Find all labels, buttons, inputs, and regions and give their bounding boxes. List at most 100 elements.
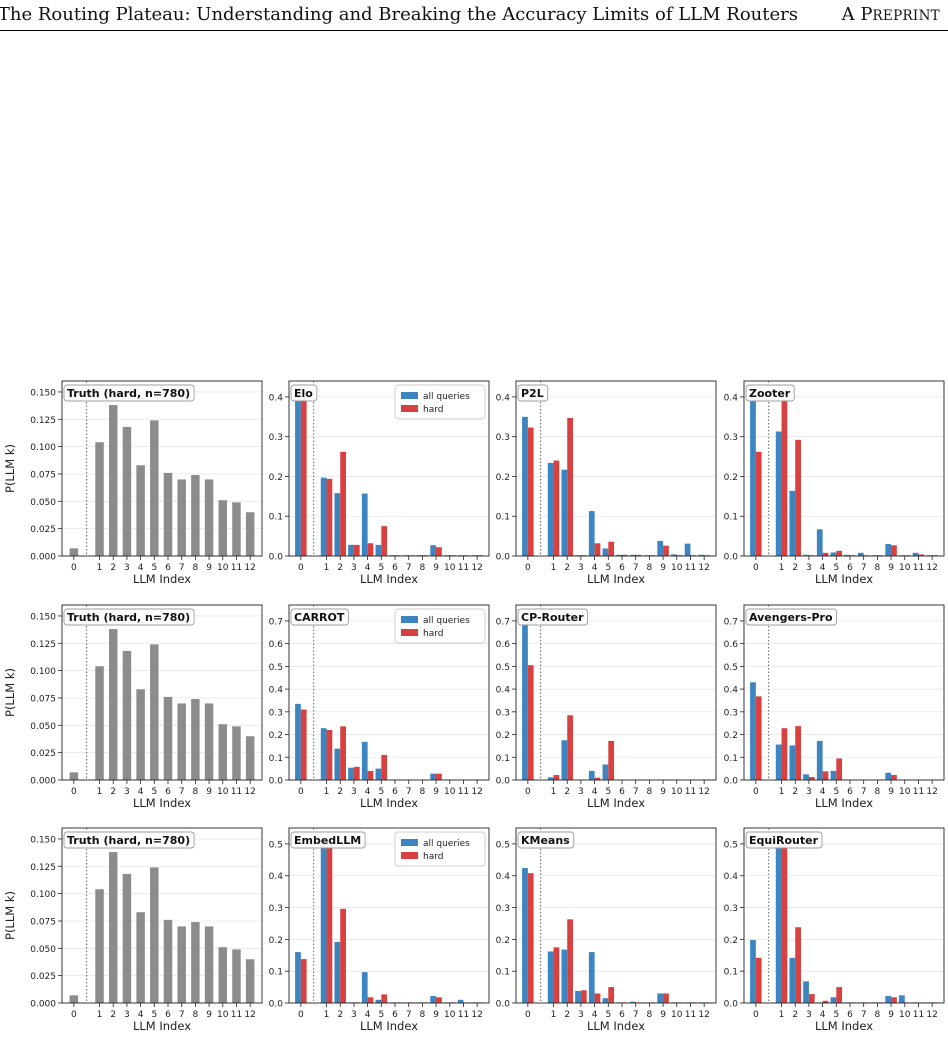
bar-hard: [822, 1000, 829, 1003]
bar-hard: [527, 427, 534, 556]
x-tick-label: 10: [444, 563, 456, 573]
bar-all-queries: [775, 744, 782, 780]
bar-hard: [381, 526, 388, 556]
bar-hard: [795, 439, 801, 556]
x-tick-label: 1: [779, 563, 785, 573]
x-tick-label: 7: [179, 563, 185, 573]
x-tick-label: 11: [458, 787, 469, 797]
y-tick-label: 0.1: [496, 513, 510, 523]
x-tick-label: 2: [110, 787, 116, 797]
bar-hard: [808, 777, 815, 780]
x-tick-label: 6: [619, 1010, 625, 1020]
x-tick-label: 12: [471, 787, 482, 797]
bar-hard: [300, 959, 307, 1003]
y-tick-label: 0.5: [269, 663, 283, 673]
x-tick-label: 10: [671, 1010, 683, 1020]
x-tick-label: 11: [231, 563, 242, 573]
x-tick-label: 5: [605, 1010, 611, 1020]
bar-all-queries: [602, 548, 609, 556]
x-tick-label: 10: [217, 563, 229, 573]
bar-all-queries: [375, 544, 382, 556]
x-tick-label: 4: [592, 1010, 598, 1020]
x-tick-label: 1: [324, 563, 330, 573]
x-tick-label: 1: [551, 563, 557, 573]
tag-a: A P: [841, 4, 873, 25]
bar-all-queries: [629, 554, 636, 556]
y-tick-label: 0.000: [30, 777, 56, 787]
y-tick-label: 0.4: [724, 686, 739, 696]
bar-hard: [367, 997, 374, 1003]
bar-truth: [150, 867, 159, 1003]
bar-all-queries: [803, 981, 809, 1003]
x-tick-label: 5: [833, 787, 839, 797]
bar-hard: [300, 709, 307, 780]
y-tick-label: 0.025: [30, 525, 56, 535]
bar-truth: [122, 650, 132, 780]
y-tick-label: 0.5: [496, 840, 510, 850]
x-tick-label: 8: [193, 787, 199, 797]
axes-frame: [288, 380, 490, 557]
x-tick-label: 9: [433, 1010, 439, 1020]
bar-hard: [663, 545, 669, 556]
y-tick-label: 0.3: [269, 708, 283, 718]
x-axis-label: LLM Index: [133, 796, 191, 810]
y-tick-label: 0.050: [30, 498, 56, 508]
x-tick-label: 11: [913, 1010, 924, 1020]
x-tick-label: 8: [875, 563, 881, 573]
bar-hard: [326, 730, 333, 780]
bar-all-queries: [522, 868, 528, 1003]
y-axis-label: P(LLM k): [3, 444, 17, 493]
x-tick-label: 7: [179, 787, 185, 797]
bar-truth: [163, 696, 173, 780]
y-tick-label: 0.150: [30, 388, 56, 398]
y-tick-label: 0.0: [496, 1000, 511, 1010]
x-tick-label: 2: [110, 563, 116, 573]
y-tick-label: 0.125: [30, 640, 56, 650]
y-tick-label: 0.075: [30, 917, 56, 927]
x-axis-label: LLM Index: [360, 796, 418, 810]
x-axis-label: LLM Index: [587, 1019, 645, 1033]
y-tick-label: 0.4: [724, 872, 739, 882]
bar-hard: [608, 987, 615, 1003]
y-tick-label: 0.1: [496, 968, 510, 978]
x-tick-label: 3: [351, 1010, 357, 1020]
axes-frame: [61, 827, 263, 1004]
x-tick-label: 12: [698, 563, 709, 573]
y-tick-label: 0.050: [30, 945, 56, 955]
y-tick-label: 0.0: [496, 553, 511, 563]
x-tick-label: 4: [365, 563, 371, 573]
x-tick-label: 3: [351, 787, 357, 797]
panel-title: CARROT: [294, 611, 345, 624]
x-axis-label: LLM Index: [360, 1019, 418, 1033]
x-tick-label: 11: [685, 563, 696, 573]
axes-frame: [288, 827, 490, 1004]
bar-all-queries: [885, 996, 892, 1003]
axes-frame: [288, 604, 490, 781]
x-tick-label: 3: [806, 787, 812, 797]
panel-title-box: [290, 608, 349, 626]
y-tick-label: 0.3: [269, 904, 283, 914]
x-tick-label: 5: [605, 563, 611, 573]
bar-hard: [367, 770, 374, 780]
bar-all-queries: [375, 999, 382, 1003]
y-tick-label: 0.100: [30, 443, 56, 453]
x-tick-label: 9: [660, 1010, 666, 1020]
bar-truth: [69, 995, 79, 1003]
panel-title: Zooter: [749, 387, 791, 400]
bar-truth: [204, 479, 214, 556]
x-tick-label: 1: [97, 1010, 103, 1020]
axes-frame: [61, 604, 263, 781]
x-tick-label: 11: [231, 1010, 242, 1020]
bar-all-queries: [750, 940, 756, 1003]
x-tick-label: 6: [847, 1010, 853, 1020]
panel-title-box: [745, 608, 837, 626]
x-tick-label: 0: [525, 787, 531, 797]
bar-hard: [381, 755, 388, 780]
x-tick-label: 6: [847, 787, 853, 797]
bar-all-queries: [430, 545, 437, 556]
x-tick-label: 3: [578, 563, 584, 573]
bar-truth: [177, 479, 186, 556]
x-tick-label: 3: [124, 1010, 130, 1020]
